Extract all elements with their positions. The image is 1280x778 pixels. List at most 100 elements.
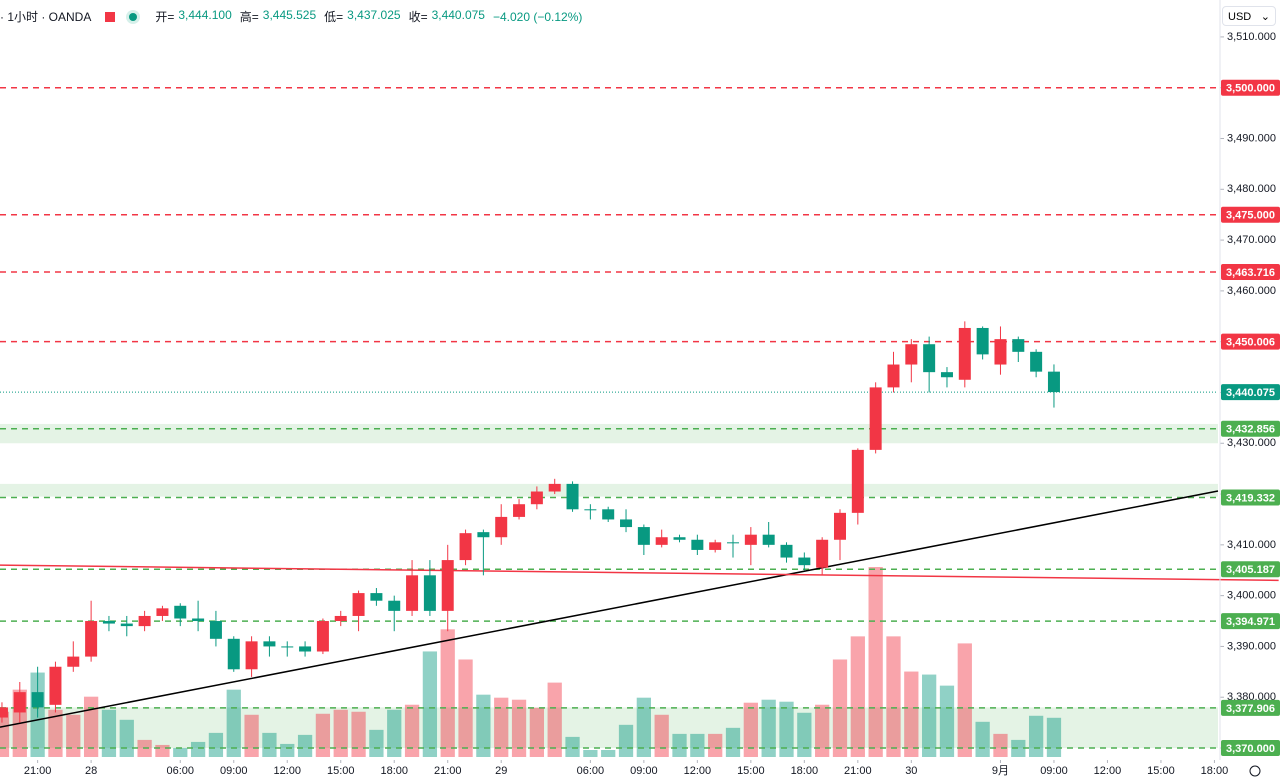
ohlc-value: 3,444.100: [178, 8, 232, 22]
candle-body: [174, 605, 187, 619]
candle-body: [388, 600, 401, 611]
volume-bar: [850, 636, 865, 757]
volume-bar: [226, 689, 241, 757]
volume-bar: [404, 704, 420, 757]
candle-body: [495, 516, 508, 538]
volume-bar: [262, 732, 277, 757]
candle-body: [120, 623, 133, 627]
volume-bar: [618, 724, 634, 757]
volume-bar: [886, 636, 901, 757]
volume-bar: [333, 709, 348, 757]
candle-body: [851, 449, 864, 513]
price-tag-label: 3,377.906: [1226, 703, 1275, 715]
flag-icon[interactable]: [105, 11, 116, 22]
price-tag: [1221, 264, 1280, 281]
ohlc-value: 3,437.025: [347, 8, 401, 22]
price-tag: [1221, 384, 1280, 401]
candle-body: [1030, 351, 1043, 372]
volume-bar: [1046, 717, 1062, 757]
candle-body: [976, 327, 989, 355]
candle-body: [423, 575, 436, 611]
volume-bar: [1011, 739, 1026, 757]
volume-bar: [743, 702, 758, 757]
volume-bar: [208, 732, 224, 757]
volume-bar: [565, 736, 580, 757]
volume-bar: [725, 727, 741, 757]
x-tick-label: 21:00: [434, 765, 462, 777]
candle-body: [994, 339, 1007, 365]
price-tag: [1221, 79, 1280, 96]
zone: [0, 423, 1218, 444]
volume-bar: [797, 712, 812, 757]
candle-body: [762, 534, 775, 545]
change: −4.020 (−0.12%): [492, 9, 583, 24]
candle-body: [816, 539, 829, 568]
x-tick-label: 28: [85, 765, 97, 777]
volume-bar: [315, 713, 331, 757]
ohlc-label: 开=: [155, 10, 175, 24]
x-tick-label: 06:00: [167, 765, 195, 777]
volume-bar: [280, 743, 295, 757]
candle-body: [513, 504, 526, 517]
candle-body: [477, 532, 490, 538]
ohlc-value: 3,440.075: [431, 8, 485, 22]
candle-body: [673, 537, 686, 540]
candle-body: [281, 646, 294, 648]
currency-select[interactable]: USD ⌄: [1222, 6, 1276, 26]
volume-bar: [601, 749, 616, 757]
volume-bar: [939, 685, 955, 757]
volume-bar: [190, 741, 206, 757]
volume-bar: [369, 729, 384, 757]
price-tag: [1221, 561, 1280, 578]
candle-body: [655, 537, 668, 545]
volume-bar: [494, 697, 509, 757]
price-tag: [1221, 613, 1280, 630]
candle-body: [192, 618, 205, 622]
x-tick-label: 09:00: [220, 765, 248, 777]
candle-body: [316, 621, 329, 652]
candle-body: [138, 615, 151, 627]
candle-body: [102, 621, 115, 624]
candle-body: [1012, 339, 1025, 352]
volume-bar: [529, 707, 545, 757]
candle-body: [85, 621, 98, 657]
y-tick-label: 3,460.000: [1227, 285, 1276, 297]
candle-body: [548, 483, 561, 492]
candle-body: [156, 608, 169, 616]
candle-body: [352, 593, 365, 616]
currency: USD: [1228, 11, 1252, 23]
candle-body: [833, 512, 846, 540]
candle-body: [940, 372, 953, 378]
trend-line: [0, 490, 1219, 728]
candle-body: [887, 364, 900, 388]
volume-bar: [83, 696, 99, 757]
volume-bar: [690, 733, 705, 757]
x-tick-label: 15:00: [737, 765, 765, 777]
price-tag: [1221, 740, 1280, 757]
volume-bar: [244, 714, 259, 757]
x-tick-label: 09:00: [1040, 765, 1068, 777]
price-tag: [1221, 206, 1280, 223]
settings-icon[interactable]: [1249, 765, 1261, 777]
y-tick-label: 3,390.000: [1227, 640, 1276, 652]
volume-bar: [957, 643, 972, 757]
candle-body: [459, 533, 472, 561]
volume-bar: [636, 697, 651, 757]
candle-body: [566, 483, 579, 510]
price-tag: [1221, 333, 1280, 350]
price-tag-label: 3,405.187: [1226, 564, 1275, 576]
y-tick-label: 3,470.000: [1227, 234, 1276, 246]
candle-body: [798, 557, 811, 566]
candle-body: [13, 692, 26, 713]
volume-bar: [654, 714, 669, 757]
candle-body: [209, 621, 222, 639]
candle-body: [691, 539, 704, 550]
candle-body: [602, 509, 615, 520]
price-tag: [1221, 489, 1280, 506]
status-dot: [129, 12, 138, 21]
x-tick-label: 12:00: [684, 765, 712, 777]
price-tag-label: 3,450.006: [1226, 337, 1275, 349]
x-tick-label: 12:00: [273, 765, 301, 777]
volume-bar: [868, 567, 883, 757]
x-tick-label: 12:00: [1094, 765, 1122, 777]
